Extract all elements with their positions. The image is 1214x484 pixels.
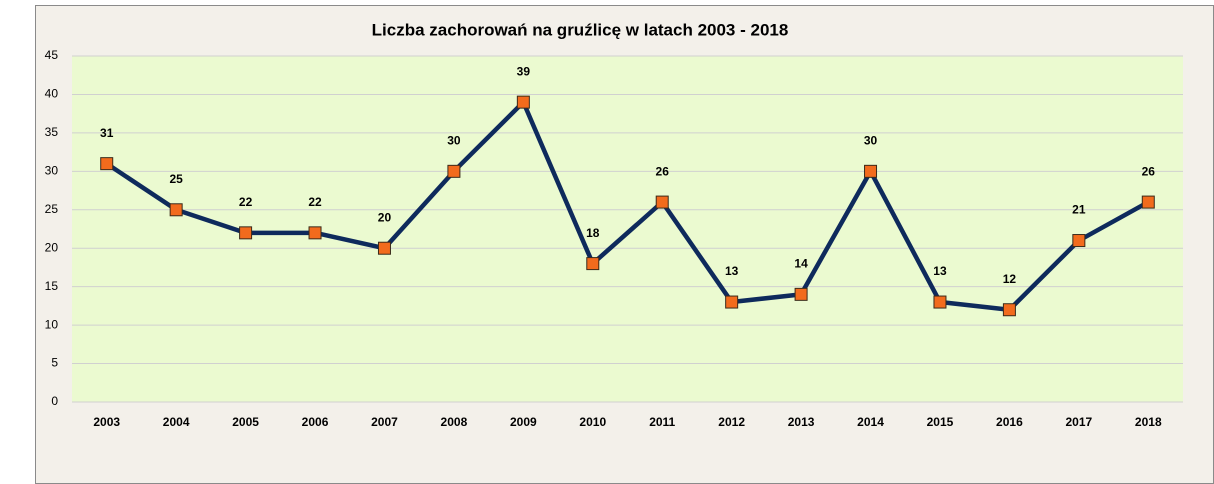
marker (1002, 303, 1016, 317)
marker (377, 241, 391, 255)
data-label: 30 (447, 134, 461, 148)
y-tick-label: 45 (45, 48, 59, 62)
marker (1141, 195, 1155, 209)
x-tick-label: 2003 (93, 415, 120, 429)
data-label: 20 (378, 210, 392, 224)
marker (239, 226, 253, 240)
y-tick-label: 25 (45, 202, 59, 216)
y-tick-label: 10 (45, 317, 59, 331)
x-tick-label: 2015 (927, 415, 954, 429)
marker (447, 164, 461, 178)
data-label: 22 (239, 195, 253, 209)
marker (100, 157, 114, 171)
chart-title: Liczba zachorowań na gruźlicę w latach 2… (372, 20, 789, 39)
data-label: 26 (656, 164, 670, 178)
x-tick-label: 2010 (579, 415, 606, 429)
x-tick-label: 2005 (232, 415, 259, 429)
marker (308, 226, 322, 240)
x-tick-label: 2008 (441, 415, 468, 429)
data-label: 21 (1072, 203, 1086, 217)
data-label: 30 (864, 134, 878, 148)
data-label: 12 (1003, 272, 1017, 286)
data-label: 22 (308, 195, 322, 209)
data-label: 14 (794, 257, 808, 271)
x-tick-label: 2016 (996, 415, 1023, 429)
marker (725, 295, 739, 309)
y-tick-label: 30 (45, 164, 59, 178)
plot-area (72, 56, 1183, 402)
y-tick-label: 40 (45, 87, 59, 101)
marker (933, 295, 947, 309)
x-tick-label: 2011 (649, 415, 675, 429)
x-tick-label: 2006 (302, 415, 329, 429)
x-tick-label: 2007 (371, 415, 398, 429)
x-tick-label: 2014 (857, 415, 884, 429)
x-tick-label: 2009 (510, 415, 537, 429)
data-label: 13 (725, 264, 739, 278)
data-label: 31 (100, 126, 114, 140)
marker (1072, 234, 1086, 248)
marker (864, 164, 878, 178)
y-tick-label: 0 (51, 394, 58, 408)
x-tick-label: 2012 (718, 415, 745, 429)
marker (655, 195, 669, 209)
data-label: 18 (586, 226, 600, 240)
x-tick-label: 2018 (1135, 415, 1162, 429)
y-tick-label: 15 (45, 279, 59, 293)
y-tick-label: 35 (45, 125, 59, 139)
marker (794, 287, 808, 301)
data-label: 13 (933, 264, 947, 278)
marker (516, 95, 530, 109)
y-tick-label: 20 (45, 240, 59, 254)
x-tick-label: 2013 (788, 415, 815, 429)
x-tick-label: 2017 (1065, 415, 1092, 429)
data-label: 26 (1142, 164, 1156, 178)
y-tick-label: 5 (51, 356, 58, 370)
data-label: 39 (517, 64, 531, 78)
data-label: 25 (169, 172, 183, 186)
marker (586, 257, 600, 271)
x-tick-label: 2004 (163, 415, 190, 429)
marker (169, 203, 183, 217)
series-line (105, 99, 1150, 312)
